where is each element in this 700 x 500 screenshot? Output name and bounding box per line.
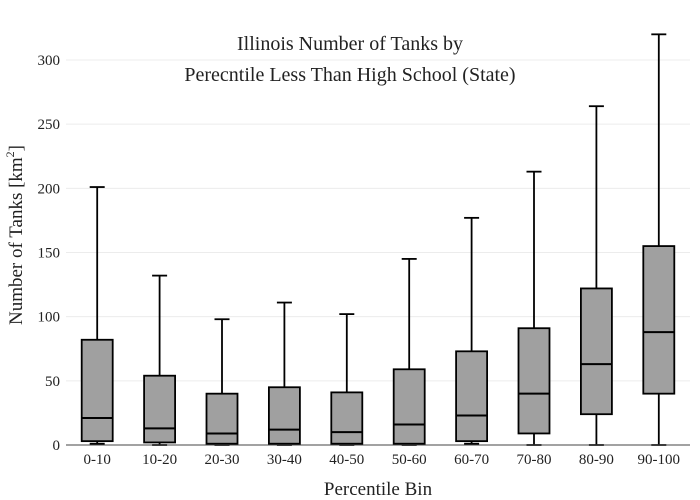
x-tick-label: 0-10 [83,452,111,468]
iqr-box [394,369,425,443]
chart-title-line-2: Perecntile Less Than High School (State) [184,64,515,86]
box-plot-item [207,319,238,445]
y-axis-title: Number of Tanks [km2] [3,145,27,325]
x-tick-label: 80-90 [579,452,614,468]
iqr-box [581,288,612,414]
box-plot-item [144,276,175,445]
x-tick-labels: 0-10 10-20 20-30 30-40 40-50 50-60 60-70 70-80 8… [83,452,680,468]
y-axis-title-end: ] [6,145,27,151]
y-tick-label: 250 [38,117,61,133]
box-plot-item [269,303,300,445]
iqr-box [519,328,550,433]
box-plot-item [331,314,362,445]
iqr-box [331,392,362,443]
iqr-box [207,394,238,444]
box-plot-item [643,34,674,445]
y-tick-label: 150 [38,246,61,262]
x-tick-label: 70-80 [517,452,552,468]
y-tick-label: 200 [38,181,61,197]
y-axis-title-main: Number of Tanks [km [6,157,27,325]
box-series [82,34,675,445]
x-tick-label: 50-60 [392,452,427,468]
y-tick-label: 50 [45,374,60,390]
box-plot-item [456,218,487,444]
y-tick-label: 100 [38,310,61,326]
box-plot-item [82,187,113,444]
iqr-box [269,387,300,443]
y-tick-label: 300 [38,53,61,69]
x-tick-label: 10-20 [142,452,177,468]
x-axis-title: Percentile Bin [324,479,433,500]
x-tick-label: 60-70 [454,452,489,468]
chart-title-line-1: Illinois Number of Tanks by [237,33,463,55]
y-tick-labels: 0 50 100 150 200 250 300 [38,53,61,454]
y-tick-label: 0 [53,438,61,454]
x-tick-label: 90-100 [638,452,681,468]
x-tick-label: 20-30 [205,452,240,468]
iqr-box [144,376,175,443]
iqr-box [82,340,113,441]
x-tick-label: 40-50 [329,452,364,468]
iqr-box [643,246,674,394]
box-plot-item [581,106,612,445]
x-tick-label: 30-40 [267,452,302,468]
box-plot-item [394,259,425,445]
box-plot-item [519,172,550,445]
iqr-box [456,351,487,441]
